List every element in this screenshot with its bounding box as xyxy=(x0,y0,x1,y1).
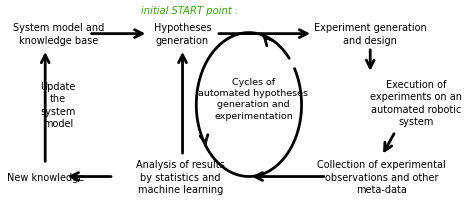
Text: Analysis of results
by statistics and
machine learning: Analysis of results by statistics and ma… xyxy=(136,159,225,194)
Text: Experiment generation
and design: Experiment generation and design xyxy=(314,23,427,46)
Text: initial START point :: initial START point : xyxy=(141,6,238,16)
Text: Cycles of
automated hypotheses
generation and
experimentation: Cycles of automated hypotheses generatio… xyxy=(199,78,309,120)
Text: System model and
knowledge base: System model and knowledge base xyxy=(13,23,105,46)
Text: New knowledge: New knowledge xyxy=(7,172,84,182)
Text: Hypotheses
generation: Hypotheses generation xyxy=(154,23,211,46)
Text: Collection of experimental
observations and other
meta-data: Collection of experimental observations … xyxy=(317,159,446,194)
Text: Execution of
experiments on an
automated robotic
system: Execution of experiments on an automated… xyxy=(370,80,462,126)
Text: Update
the
system
model: Update the system model xyxy=(40,82,76,129)
